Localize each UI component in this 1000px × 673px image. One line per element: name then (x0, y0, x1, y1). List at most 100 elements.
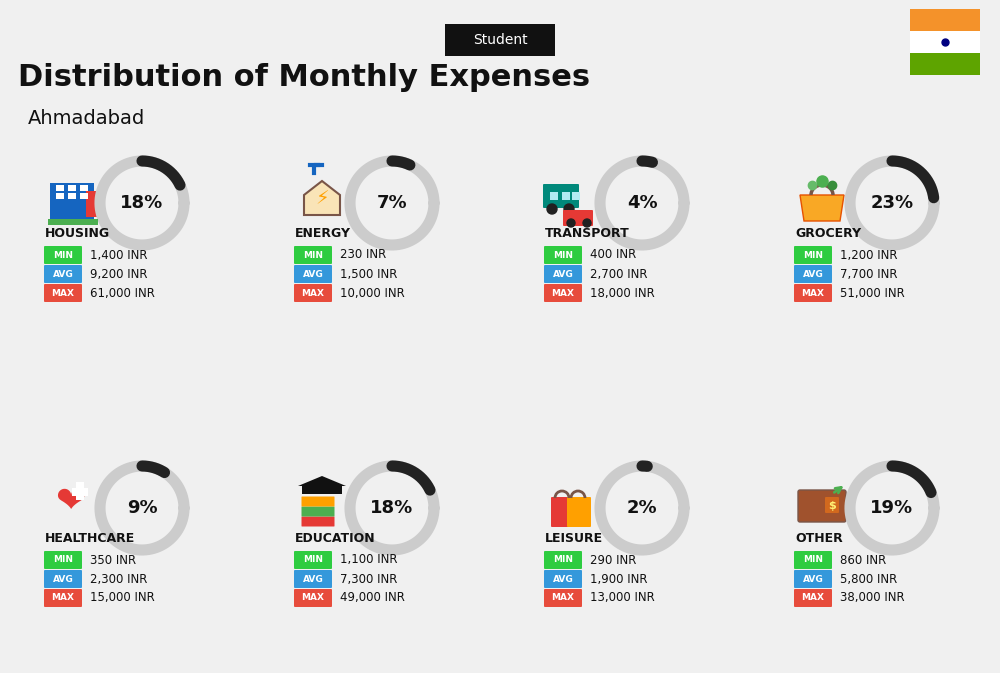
FancyBboxPatch shape (794, 589, 832, 607)
Text: MAX: MAX (52, 594, 75, 602)
Text: HOUSING: HOUSING (45, 227, 110, 240)
FancyBboxPatch shape (302, 486, 342, 494)
FancyBboxPatch shape (445, 24, 555, 56)
Text: MAX: MAX (52, 289, 75, 297)
Text: AVG: AVG (53, 269, 73, 279)
FancyBboxPatch shape (48, 219, 98, 225)
Text: 9%: 9% (127, 499, 157, 517)
FancyBboxPatch shape (910, 31, 980, 53)
Text: 290 INR: 290 INR (590, 553, 636, 567)
Text: MIN: MIN (803, 250, 823, 260)
FancyBboxPatch shape (794, 246, 832, 264)
Text: MIN: MIN (803, 555, 823, 565)
Text: AVG: AVG (553, 269, 573, 279)
Text: 400 INR: 400 INR (590, 248, 636, 262)
FancyBboxPatch shape (302, 516, 334, 526)
FancyBboxPatch shape (44, 284, 82, 302)
FancyBboxPatch shape (910, 9, 980, 31)
FancyBboxPatch shape (294, 570, 332, 588)
Circle shape (567, 219, 575, 227)
FancyBboxPatch shape (825, 497, 839, 513)
Text: 350 INR: 350 INR (90, 553, 136, 567)
Circle shape (564, 204, 574, 214)
FancyBboxPatch shape (910, 53, 980, 75)
Text: MAX: MAX (551, 289, 574, 297)
Text: 1,400 INR: 1,400 INR (90, 248, 148, 262)
FancyBboxPatch shape (544, 551, 582, 569)
Text: 23%: 23% (870, 194, 914, 212)
FancyBboxPatch shape (551, 497, 575, 527)
FancyBboxPatch shape (550, 192, 558, 200)
Text: 15,000 INR: 15,000 INR (90, 592, 155, 604)
FancyBboxPatch shape (86, 191, 104, 217)
FancyBboxPatch shape (794, 551, 832, 569)
FancyBboxPatch shape (294, 284, 332, 302)
Text: 51,000 INR: 51,000 INR (840, 287, 905, 299)
FancyBboxPatch shape (44, 246, 82, 264)
FancyBboxPatch shape (44, 551, 82, 569)
Text: TRANSPORT: TRANSPORT (545, 227, 630, 240)
Text: MIN: MIN (553, 555, 573, 565)
FancyBboxPatch shape (794, 570, 832, 588)
Text: AVG: AVG (303, 269, 323, 279)
Text: GROCERY: GROCERY (795, 227, 861, 240)
Text: MIN: MIN (53, 555, 73, 565)
Text: LEISURE: LEISURE (545, 532, 603, 544)
Circle shape (547, 204, 557, 214)
Text: ❤: ❤ (55, 485, 85, 519)
Text: 1,100 INR: 1,100 INR (340, 553, 398, 567)
FancyBboxPatch shape (544, 589, 582, 607)
FancyBboxPatch shape (302, 497, 334, 507)
Text: 230 INR: 230 INR (340, 248, 386, 262)
Text: MAX: MAX (302, 289, 325, 297)
FancyBboxPatch shape (44, 570, 82, 588)
FancyBboxPatch shape (562, 192, 570, 200)
Text: 18,000 INR: 18,000 INR (590, 287, 655, 299)
Text: ENERGY: ENERGY (295, 227, 351, 240)
FancyBboxPatch shape (56, 193, 64, 199)
Text: 2,700 INR: 2,700 INR (590, 267, 648, 281)
Text: AVG: AVG (553, 575, 573, 583)
Text: 13,000 INR: 13,000 INR (590, 592, 655, 604)
FancyBboxPatch shape (72, 488, 88, 496)
Text: Ahmadabad: Ahmadabad (28, 108, 145, 127)
FancyBboxPatch shape (44, 589, 82, 607)
Text: AVG: AVG (53, 575, 73, 583)
Text: MIN: MIN (53, 250, 73, 260)
FancyBboxPatch shape (543, 184, 579, 208)
FancyBboxPatch shape (794, 284, 832, 302)
FancyBboxPatch shape (294, 589, 332, 607)
Text: 19%: 19% (870, 499, 914, 517)
Text: Distribution of Monthly Expenses: Distribution of Monthly Expenses (18, 63, 590, 92)
Text: 7,300 INR: 7,300 INR (340, 573, 397, 586)
Text: 1,500 INR: 1,500 INR (340, 267, 397, 281)
FancyBboxPatch shape (80, 185, 88, 191)
FancyBboxPatch shape (572, 192, 580, 200)
Text: MIN: MIN (303, 250, 323, 260)
FancyBboxPatch shape (68, 185, 76, 191)
Text: 1,200 INR: 1,200 INR (840, 248, 898, 262)
Polygon shape (304, 181, 340, 215)
Text: MAX: MAX (801, 594, 824, 602)
Text: Student: Student (473, 33, 527, 47)
Text: 9,200 INR: 9,200 INR (90, 267, 148, 281)
FancyBboxPatch shape (302, 507, 334, 516)
FancyBboxPatch shape (544, 284, 582, 302)
Text: MAX: MAX (551, 594, 574, 602)
FancyBboxPatch shape (794, 265, 832, 283)
FancyBboxPatch shape (50, 183, 94, 221)
Text: 18%: 18% (370, 499, 414, 517)
Text: $: $ (828, 501, 836, 511)
FancyBboxPatch shape (80, 193, 88, 199)
Text: MIN: MIN (303, 555, 323, 565)
FancyBboxPatch shape (294, 551, 332, 569)
Text: ⚡: ⚡ (315, 190, 329, 209)
Text: 5,800 INR: 5,800 INR (840, 573, 897, 586)
Text: 18%: 18% (120, 194, 164, 212)
Text: 7,700 INR: 7,700 INR (840, 267, 898, 281)
Text: 10,000 INR: 10,000 INR (340, 287, 405, 299)
Text: 2,300 INR: 2,300 INR (90, 573, 147, 586)
FancyBboxPatch shape (294, 246, 332, 264)
Text: 2%: 2% (627, 499, 657, 517)
Polygon shape (298, 476, 346, 486)
